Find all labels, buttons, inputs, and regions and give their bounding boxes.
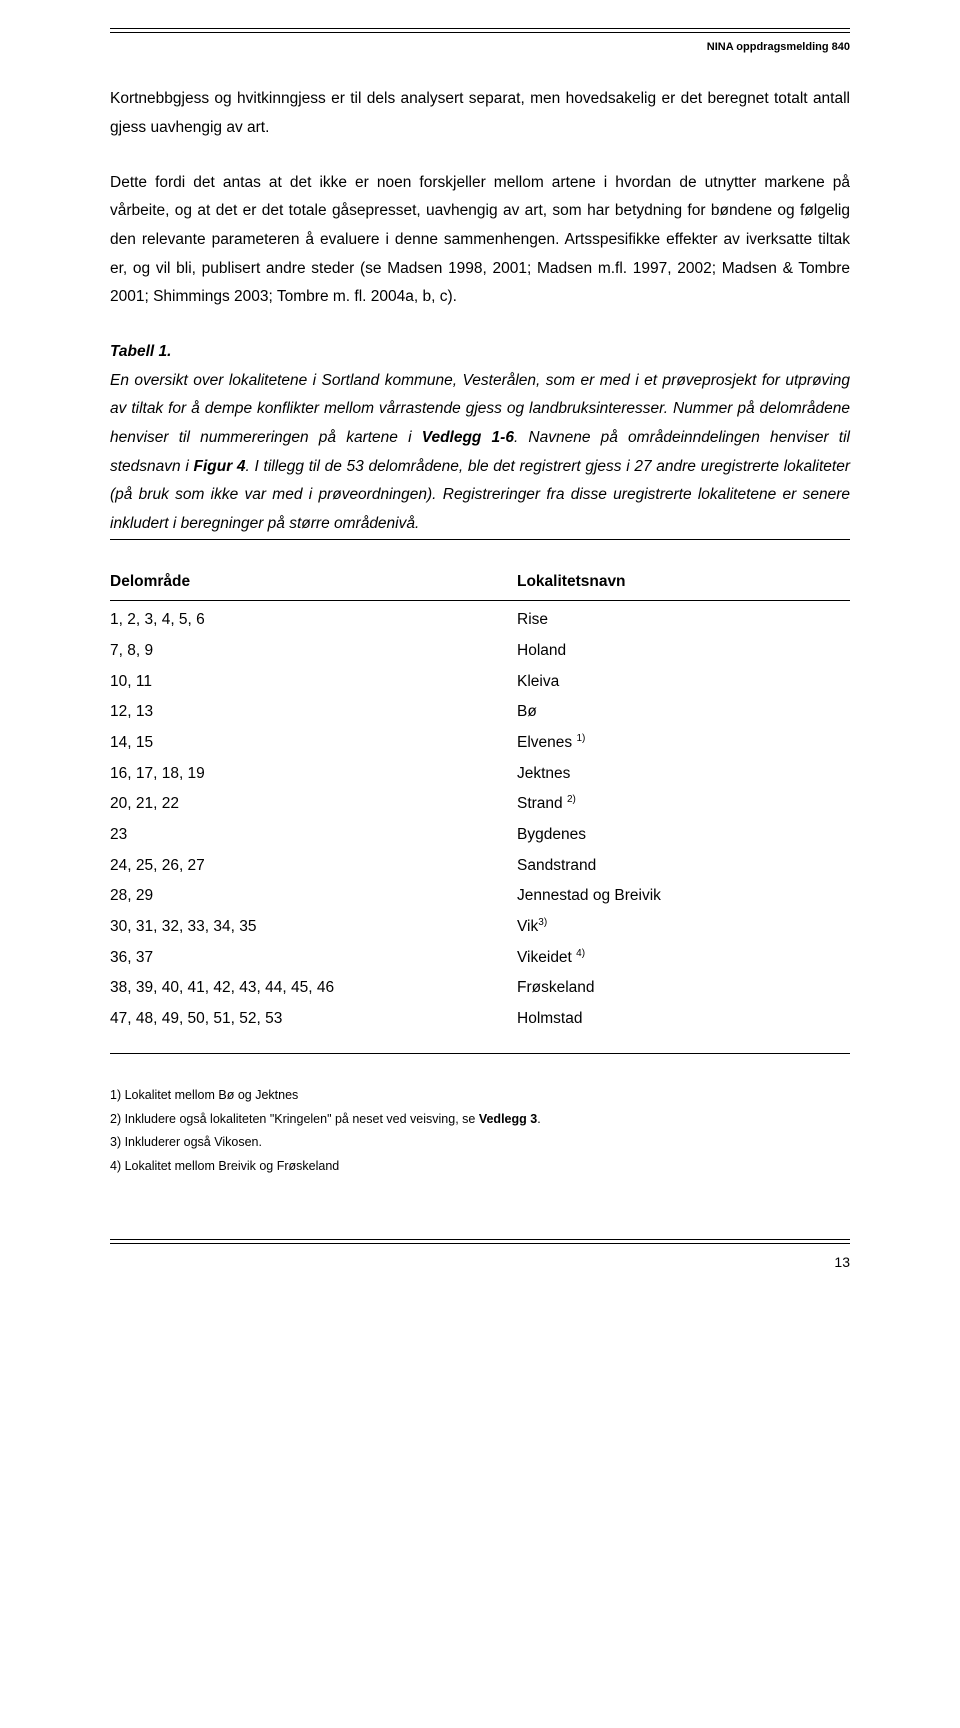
- table-row: 7, 8, 9Holand: [110, 636, 850, 667]
- table-cell-delomrade: 7, 8, 9: [110, 637, 517, 666]
- table-cell-lokalitet: Frøskeland: [517, 974, 850, 1003]
- caption-bold-1: Vedlegg 1-6: [422, 429, 514, 446]
- footnote-3: 3) Inkluderer også Vikosen.: [110, 1131, 850, 1155]
- table-cell-lokalitet: Holmstad: [517, 1005, 850, 1034]
- header-label: NINA oppdragsmelding 840: [110, 37, 850, 57]
- table-cell-delomrade: 28, 29: [110, 882, 517, 911]
- table-caption-title: Tabell 1.: [110, 338, 850, 367]
- table-cell-delomrade: 16, 17, 18, 19: [110, 760, 517, 789]
- table-cell-lokalitet: Elvenes 1): [517, 729, 850, 758]
- table-cell-lokalitet: Vikeidet 4): [517, 944, 850, 973]
- table-cell-lokalitet: Strand 2): [517, 790, 850, 819]
- footnote-2-pre: 2) Inkludere også lokaliteten "Kringelen…: [110, 1112, 479, 1126]
- table-cell-delomrade: 24, 25, 26, 27: [110, 852, 517, 881]
- table-row: 36, 37Vikeidet 4): [110, 943, 850, 974]
- table-cell-lokalitet: Sandstrand: [517, 852, 850, 881]
- footnote-2-post: .: [537, 1112, 540, 1126]
- table-cell-lokalitet: Vik3): [517, 913, 850, 942]
- footnotes: 1) Lokalitet mellom Bø og Jektnes 2) Ink…: [110, 1084, 850, 1179]
- table-cell-delomrade: 10, 11: [110, 668, 517, 697]
- table-cell-lokalitet: Jennestad og Breivik: [517, 882, 850, 911]
- table-cell-delomrade: 14, 15: [110, 729, 517, 758]
- table-row: 30, 31, 32, 33, 34, 35Vik3): [110, 912, 850, 943]
- table-header-b: Lokalitetsnavn: [517, 568, 850, 597]
- table-row: 28, 29Jennestad og Breivik: [110, 881, 850, 912]
- table-cell-delomrade: 36, 37: [110, 944, 517, 973]
- table-cell-delomrade: 20, 21, 22: [110, 790, 517, 819]
- table-row: 1, 2, 3, 4, 5, 6Rise: [110, 605, 850, 636]
- table-rows: 1, 2, 3, 4, 5, 6Rise7, 8, 9Holand10, 11K…: [110, 605, 850, 1034]
- table-header-rule: [110, 600, 850, 601]
- table-header: Delområde Lokalitetsnavn: [110, 566, 850, 599]
- table-cell-lokalitet: Rise: [517, 606, 850, 635]
- footnote-2-bold: Vedlegg 3: [479, 1112, 537, 1126]
- table-row: 47, 48, 49, 50, 51, 52, 53Holmstad: [110, 1004, 850, 1035]
- table-caption-body: En oversikt over lokalitetene i Sortland…: [110, 367, 850, 539]
- table-caption-box: Tabell 1. En oversikt over lokalitetene …: [110, 338, 850, 540]
- superscript: 1): [576, 733, 585, 744]
- table-row: 16, 17, 18, 19Jektnes: [110, 759, 850, 790]
- table-cell-delomrade: 47, 48, 49, 50, 51, 52, 53: [110, 1005, 517, 1034]
- table-cell-delomrade: 12, 13: [110, 698, 517, 727]
- superscript: 2): [567, 794, 576, 805]
- footer-rule: [110, 1239, 850, 1244]
- table-cell-delomrade: 23: [110, 821, 517, 850]
- table-row: 23Bygdenes: [110, 820, 850, 851]
- table-cell-delomrade: 38, 39, 40, 41, 42, 43, 44, 45, 46: [110, 974, 517, 1003]
- table-footer-rule: [110, 1053, 850, 1054]
- table-row: 10, 11Kleiva: [110, 667, 850, 698]
- superscript: 4): [576, 948, 585, 959]
- table-cell-delomrade: 1, 2, 3, 4, 5, 6: [110, 606, 517, 635]
- paragraph-2: Dette fordi det antas at det ikke er noe…: [110, 169, 850, 312]
- footnote-4: 4) Lokalitet mellom Breivik og Frøskelan…: [110, 1155, 850, 1179]
- superscript: 3): [538, 917, 547, 928]
- footnote-2: 2) Inkludere også lokaliteten "Kringelen…: [110, 1108, 850, 1132]
- table-row: 20, 21, 22Strand 2): [110, 789, 850, 820]
- table-row: 14, 15Elvenes 1): [110, 728, 850, 759]
- caption-bold-2: Figur 4: [193, 458, 245, 475]
- table-cell-lokalitet: Bygdenes: [517, 821, 850, 850]
- caption-rule: [110, 539, 850, 540]
- table-row: 38, 39, 40, 41, 42, 43, 44, 45, 46Frøske…: [110, 973, 850, 1004]
- table-cell-lokalitet: Kleiva: [517, 668, 850, 697]
- table-cell-lokalitet: Bø: [517, 698, 850, 727]
- table-header-a: Delområde: [110, 568, 517, 597]
- table-cell-lokalitet: Jektnes: [517, 760, 850, 789]
- table-cell-delomrade: 30, 31, 32, 33, 34, 35: [110, 913, 517, 942]
- table-row: 12, 13Bø: [110, 697, 850, 728]
- footnote-1: 1) Lokalitet mellom Bø og Jektnes: [110, 1084, 850, 1108]
- table-row: 24, 25, 26, 27Sandstrand: [110, 851, 850, 882]
- locality-table: Delområde Lokalitetsnavn 1, 2, 3, 4, 5, …: [110, 566, 850, 1054]
- page-number: 13: [110, 1250, 850, 1276]
- paragraph-1: Kortnebbgjess og hvitkinngjess er til de…: [110, 85, 850, 142]
- table-cell-lokalitet: Holand: [517, 637, 850, 666]
- header-rule: [110, 28, 850, 33]
